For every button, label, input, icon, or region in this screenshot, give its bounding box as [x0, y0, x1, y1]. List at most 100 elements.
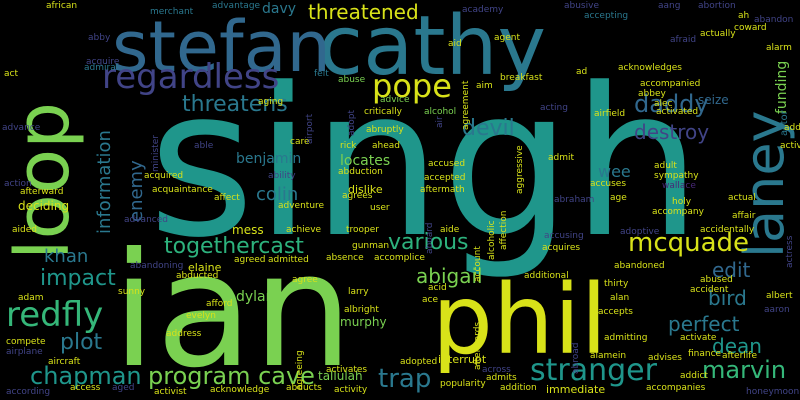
word-gunman: gunman [352, 241, 390, 251]
word-alarm: alarm [766, 43, 792, 53]
word-colin: colin [256, 184, 299, 205]
word-mess: mess [232, 223, 264, 237]
word-activates: activates [326, 365, 368, 375]
word-pope: pope [372, 67, 452, 105]
word-abruptly: abruptly [366, 125, 404, 135]
word-abduction: abduction [338, 167, 383, 177]
word-acknowledges: acknowledges [618, 63, 682, 73]
word-absence: absence [326, 253, 364, 263]
word-abraham: abraham [554, 195, 595, 205]
word-advises: advises [648, 353, 682, 363]
word-regardless: regardless [102, 57, 280, 97]
word-bird: bird [708, 286, 747, 310]
word-advanced: advanced [124, 215, 168, 225]
word-abandoned: abandoned [614, 261, 665, 271]
word-popularity: popularity [440, 379, 486, 389]
word-merchant: merchant [150, 7, 194, 17]
word-achieve: achieve [286, 225, 322, 235]
word-advance: advance [2, 123, 41, 133]
word-aircraft: aircraft [48, 357, 81, 367]
word-abuse: abuse [338, 75, 366, 85]
word-alamein: alamein [590, 351, 627, 361]
word-airport: airport [305, 113, 315, 144]
word-abducted: abducted [176, 271, 219, 281]
word-admits: admits [486, 373, 517, 383]
word-ace: ace [422, 295, 439, 305]
word-evelyn: evelyn [186, 311, 216, 321]
word-enemy: enemy [126, 160, 147, 222]
word-minister: minister [151, 135, 161, 172]
word-accompany: accompany [652, 207, 704, 217]
word-interrupt: interrupt [438, 353, 487, 366]
word-ah: ah [738, 11, 750, 21]
word-abroad: abroad [571, 342, 581, 374]
word-sympathy: sympathy [654, 171, 699, 181]
word-edit: edit [712, 258, 751, 282]
word-aftermath: aftermath [420, 185, 465, 195]
word-albert: albert [766, 291, 793, 301]
word-acid: acid [428, 283, 447, 293]
word-larry: larry [348, 287, 369, 297]
word-acquires: acquires [542, 243, 581, 253]
word-advantage: advantage [212, 1, 261, 11]
word-various: various [388, 230, 469, 255]
word-add: add [784, 123, 800, 133]
word-addition: addition [500, 383, 537, 393]
word-accused: accused [428, 159, 466, 169]
word-stranger: stranger [530, 353, 657, 388]
word-destroy: destroy [634, 120, 710, 144]
word-afterwards: afterwards [473, 321, 483, 370]
word-thirty: thirty [604, 279, 629, 289]
word-togethercast: togethercast [164, 234, 304, 259]
word-agreement: agreement [461, 80, 471, 130]
word-accepted: accepted [424, 173, 466, 183]
word-plot: plot [60, 330, 103, 355]
word-activity: activity [334, 385, 368, 395]
word-dean: dean [712, 334, 762, 358]
word-threatens: threatens [182, 92, 288, 117]
word-acting: acting [540, 103, 568, 113]
word-care: care [290, 137, 310, 147]
word-alcoholic: alcoholic [487, 220, 497, 260]
word-aide: aide [440, 225, 460, 235]
word-felt: felt [314, 69, 329, 79]
word-davy: davy [262, 1, 297, 17]
word-aang: aang [658, 1, 681, 11]
word-aaron: aaron [764, 305, 790, 315]
word-stefan: stefan [112, 6, 331, 88]
word-account: account [473, 246, 483, 282]
word-program-cave: program cave [148, 362, 315, 390]
word-abandon: abandon [754, 15, 794, 25]
word-abby: abby [88, 33, 111, 43]
word-wee: wee [598, 162, 631, 181]
word-aid: aid [448, 39, 462, 49]
word-ian: ian [112, 219, 353, 400]
word-holy: holy [672, 197, 692, 207]
word-chapman: chapman [30, 362, 142, 390]
word-access: access [70, 383, 101, 393]
word-mcquade: mcquade [628, 228, 750, 258]
word-critically: critically [364, 107, 402, 117]
word-act: act [4, 69, 18, 79]
word-alec: alec [654, 99, 673, 109]
word-affair: affair [732, 211, 756, 221]
word-adopt: adopt [347, 110, 357, 136]
word-abigail: abigail [416, 264, 483, 288]
word-user: user [370, 203, 390, 213]
word-admitted: admitted [268, 255, 309, 265]
word-affection: affection [499, 210, 509, 250]
word-admiral: admiral [84, 63, 119, 73]
word-breakfast: breakfast [500, 73, 543, 83]
word-abused: abused [700, 275, 733, 285]
word-sunny: sunny [118, 287, 146, 297]
word-acquaintance: acquaintance [152, 185, 213, 195]
word-wallace: wallace [662, 181, 696, 191]
word-dylan: dylan [236, 289, 275, 305]
word-agent: agent [494, 33, 520, 43]
word-afterward: afterward [20, 187, 64, 197]
word-rick: rick [340, 141, 357, 151]
word-adoptive: adoptive [620, 227, 660, 237]
word-aim: aim [476, 81, 493, 91]
word-singh: singh [148, 45, 702, 283]
word-abandoning: abandoning [130, 261, 184, 271]
